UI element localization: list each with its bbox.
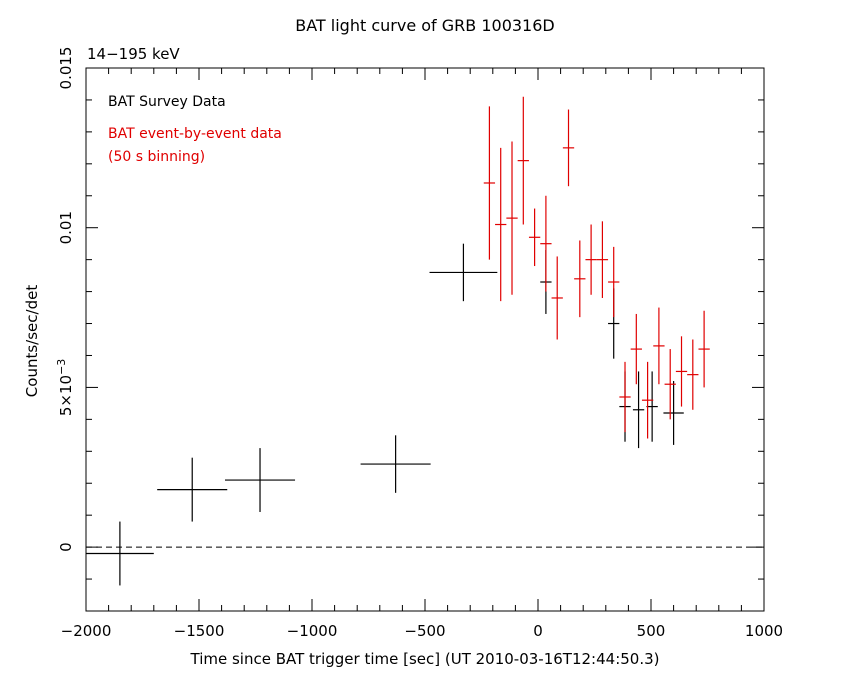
x-tick-label: −2000 <box>61 622 112 640</box>
event-point <box>608 246 620 318</box>
x-tick-label: −500 <box>404 622 445 640</box>
event-point <box>528 208 541 267</box>
event-point <box>506 141 518 295</box>
survey-point <box>360 435 431 493</box>
event-point <box>630 313 642 385</box>
survey-point <box>157 457 228 522</box>
event-point <box>483 106 496 260</box>
survey-point <box>663 381 684 445</box>
event-point <box>585 224 597 295</box>
x-tick-label: 1000 <box>745 622 783 640</box>
event-point <box>619 361 631 433</box>
legend-event-binning: (50 s binning) <box>108 149 205 165</box>
x-tick-label: −1000 <box>287 622 338 640</box>
x-tick-label: 0 <box>533 622 543 640</box>
y-axis-label: Counts/sec/det <box>23 285 41 398</box>
survey-point <box>632 371 645 449</box>
legend: BAT Survey Data BAT event-by-event data … <box>108 94 282 165</box>
x-tick-label: 500 <box>637 622 666 640</box>
data-points <box>86 96 710 586</box>
event-point <box>495 147 507 302</box>
event-point <box>641 361 654 439</box>
event-point <box>698 310 710 388</box>
event-point <box>596 221 609 298</box>
x-axis-label: Time since BAT trigger time [sec] (UT 20… <box>190 650 660 668</box>
event-point <box>664 349 676 420</box>
event-point <box>653 307 665 385</box>
event-point <box>562 109 575 187</box>
event-point <box>675 336 688 407</box>
event-point <box>517 96 529 225</box>
chart-subtitle: 14−195 keV <box>87 45 180 63</box>
event-point <box>687 339 699 410</box>
x-tick-label: −1500 <box>174 622 225 640</box>
survey-point <box>224 448 296 512</box>
legend-survey: BAT Survey Data <box>108 94 226 110</box>
survey-point <box>429 243 498 302</box>
tick-labels: −2000 −1500 −1000 −500 0 500 1000 0 5×10−3 0.01 0.… <box>55 47 784 640</box>
survey-point <box>646 371 658 442</box>
chart-title: BAT light curve of GRB 100316D <box>295 16 554 35</box>
survey-point <box>86 521 154 586</box>
axis-ticks <box>85 67 765 612</box>
legend-event: BAT event-by-event data <box>108 126 282 142</box>
event-point <box>540 195 552 292</box>
event-point <box>574 240 586 318</box>
y-tick-label: 0 <box>57 542 75 552</box>
event-point <box>551 256 563 340</box>
y-tick-label: 5×10−3 <box>55 359 76 416</box>
y-tick-label: 0.015 <box>57 47 75 90</box>
y-tick-label: 0.01 <box>57 211 75 244</box>
